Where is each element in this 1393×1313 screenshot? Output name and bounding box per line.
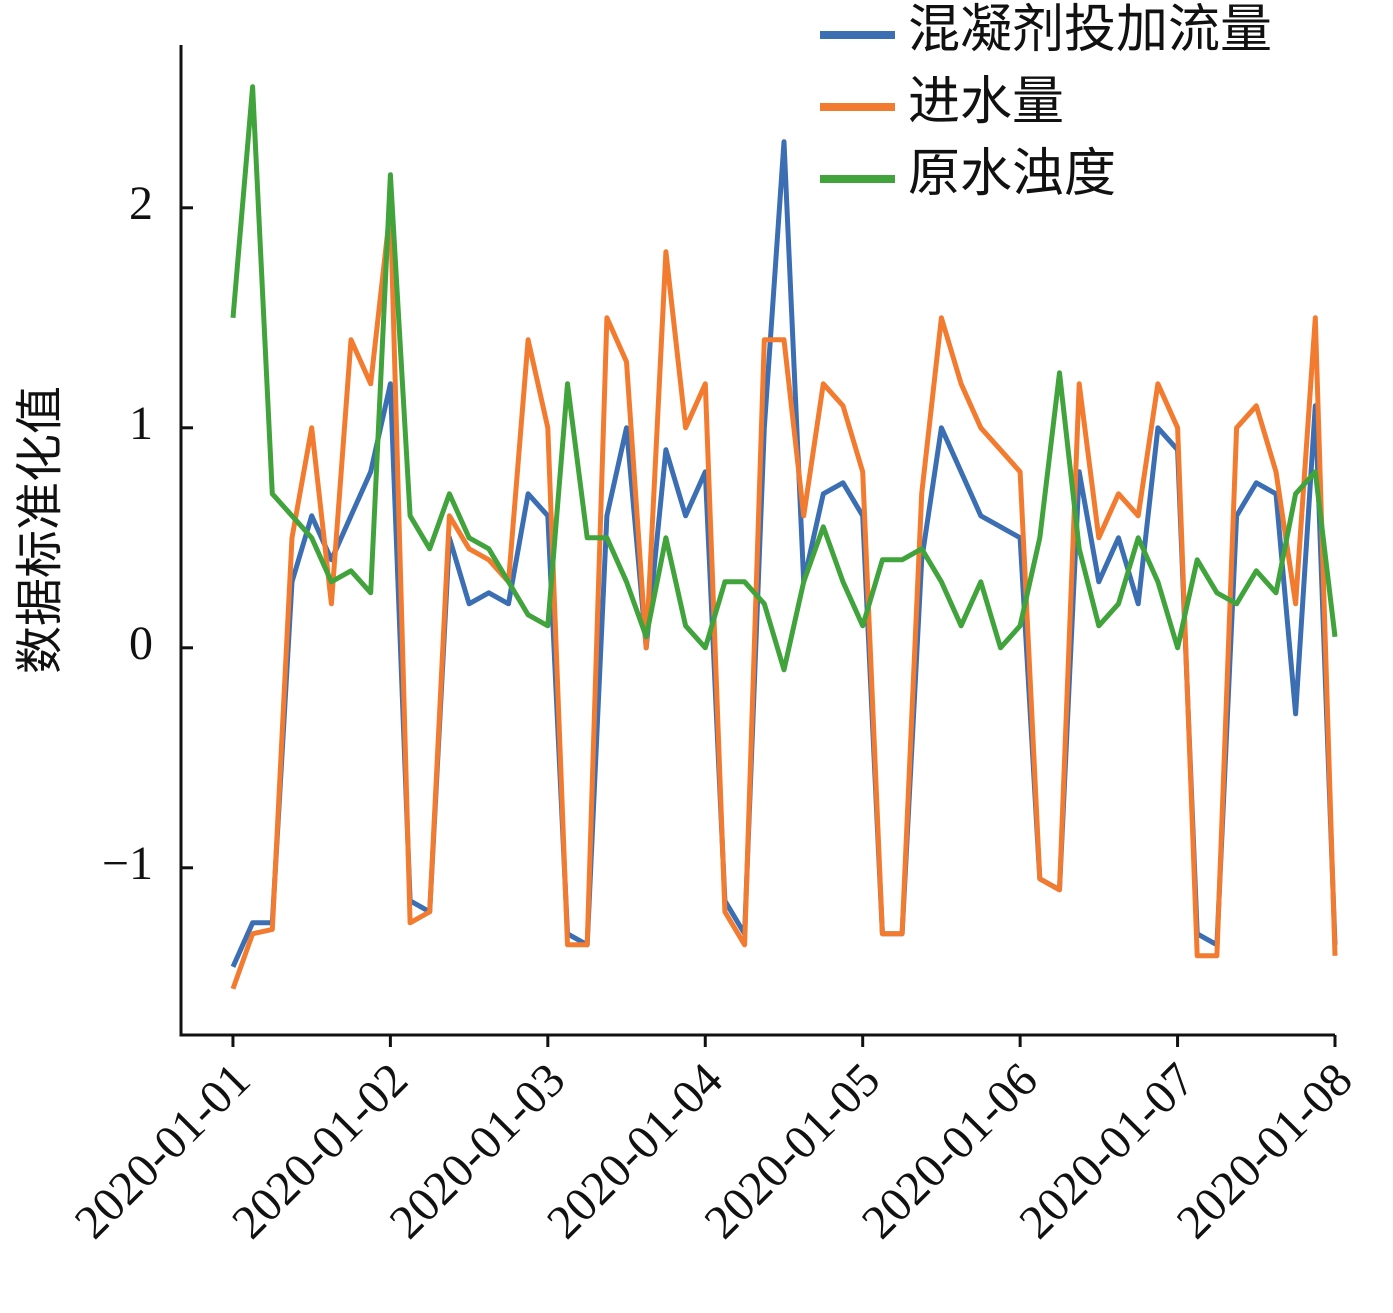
axes xyxy=(179,45,1335,1037)
legend-label: 进水量 xyxy=(908,74,1064,131)
y-axis-label: 数据标准化值 xyxy=(14,386,67,674)
series-line xyxy=(230,205,1338,990)
series-line xyxy=(230,139,1338,968)
y-tick-label: 2 xyxy=(129,177,153,230)
legend-label: 原水浊度 xyxy=(908,146,1116,203)
y-tick-label: 0 xyxy=(129,617,153,670)
y-tick-label: 1 xyxy=(129,397,153,450)
series-line xyxy=(230,84,1338,673)
legend-label: 混凝剂投加流量 xyxy=(908,2,1272,59)
y-tick-label: −1 xyxy=(102,837,153,890)
